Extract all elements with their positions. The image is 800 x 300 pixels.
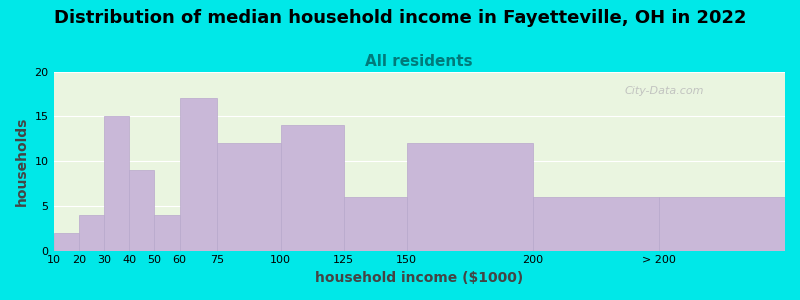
Bar	[180, 98, 218, 250]
Text: City-Data.com: City-Data.com	[624, 86, 703, 96]
Bar	[533, 197, 659, 250]
Bar	[104, 116, 130, 250]
Bar	[54, 233, 78, 250]
Bar	[78, 215, 104, 250]
Bar	[281, 125, 344, 250]
Bar	[406, 143, 533, 250]
Bar	[344, 197, 406, 250]
Bar	[659, 197, 785, 250]
Title: All residents: All residents	[366, 54, 473, 69]
X-axis label: household income ($1000): household income ($1000)	[315, 271, 523, 285]
Text: Distribution of median household income in Fayetteville, OH in 2022: Distribution of median household income …	[54, 9, 746, 27]
Bar	[130, 170, 154, 250]
Y-axis label: households: households	[15, 116, 29, 206]
Bar	[218, 143, 281, 250]
Bar	[154, 215, 180, 250]
